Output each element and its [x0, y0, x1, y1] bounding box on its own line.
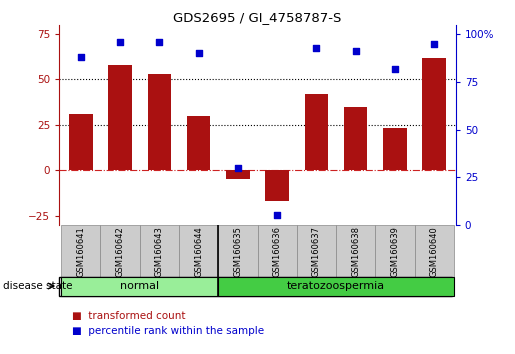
Bar: [265, 170, 289, 201]
Bar: [336, 225, 375, 278]
Bar: [218, 225, 258, 278]
Text: GSM160644: GSM160644: [194, 226, 203, 277]
Point: [312, 45, 320, 51]
Point: [234, 165, 242, 171]
Bar: [375, 225, 415, 278]
Bar: [179, 225, 218, 278]
Bar: [297, 225, 336, 278]
Bar: [383, 129, 407, 170]
Point: [155, 39, 163, 45]
Point: [116, 39, 124, 45]
Bar: [61, 277, 218, 296]
Text: GSM160637: GSM160637: [312, 226, 321, 277]
Point: [195, 51, 203, 56]
Text: teratozoospermia: teratozoospermia: [287, 281, 385, 291]
Bar: [108, 65, 132, 170]
Bar: [422, 57, 446, 170]
Point: [391, 66, 399, 72]
Bar: [100, 225, 140, 278]
Point: [77, 54, 85, 60]
Text: GSM160641: GSM160641: [76, 226, 85, 277]
Bar: [218, 277, 454, 296]
Bar: [187, 116, 211, 170]
Text: disease state: disease state: [3, 281, 72, 291]
Bar: [148, 74, 171, 170]
Bar: [344, 107, 367, 170]
Point: [352, 48, 360, 54]
Text: GSM160638: GSM160638: [351, 226, 360, 277]
Bar: [258, 225, 297, 278]
Bar: [140, 225, 179, 278]
Bar: [415, 225, 454, 278]
Bar: [304, 94, 328, 170]
Text: ■  transformed count: ■ transformed count: [72, 311, 185, 321]
Text: GSM160640: GSM160640: [430, 226, 439, 277]
Point: [273, 212, 281, 218]
Point: [430, 41, 438, 47]
Text: GSM160642: GSM160642: [115, 226, 125, 277]
Bar: [226, 170, 250, 179]
Bar: [69, 114, 93, 170]
Text: GSM160639: GSM160639: [390, 226, 400, 277]
Text: normal: normal: [120, 281, 159, 291]
Text: GSM160643: GSM160643: [155, 226, 164, 277]
Text: ■  percentile rank within the sample: ■ percentile rank within the sample: [72, 326, 264, 336]
Bar: [61, 225, 100, 278]
Text: GSM160636: GSM160636: [272, 226, 282, 277]
Title: GDS2695 / GI_4758787-S: GDS2695 / GI_4758787-S: [174, 11, 341, 24]
Text: GSM160635: GSM160635: [233, 226, 243, 277]
